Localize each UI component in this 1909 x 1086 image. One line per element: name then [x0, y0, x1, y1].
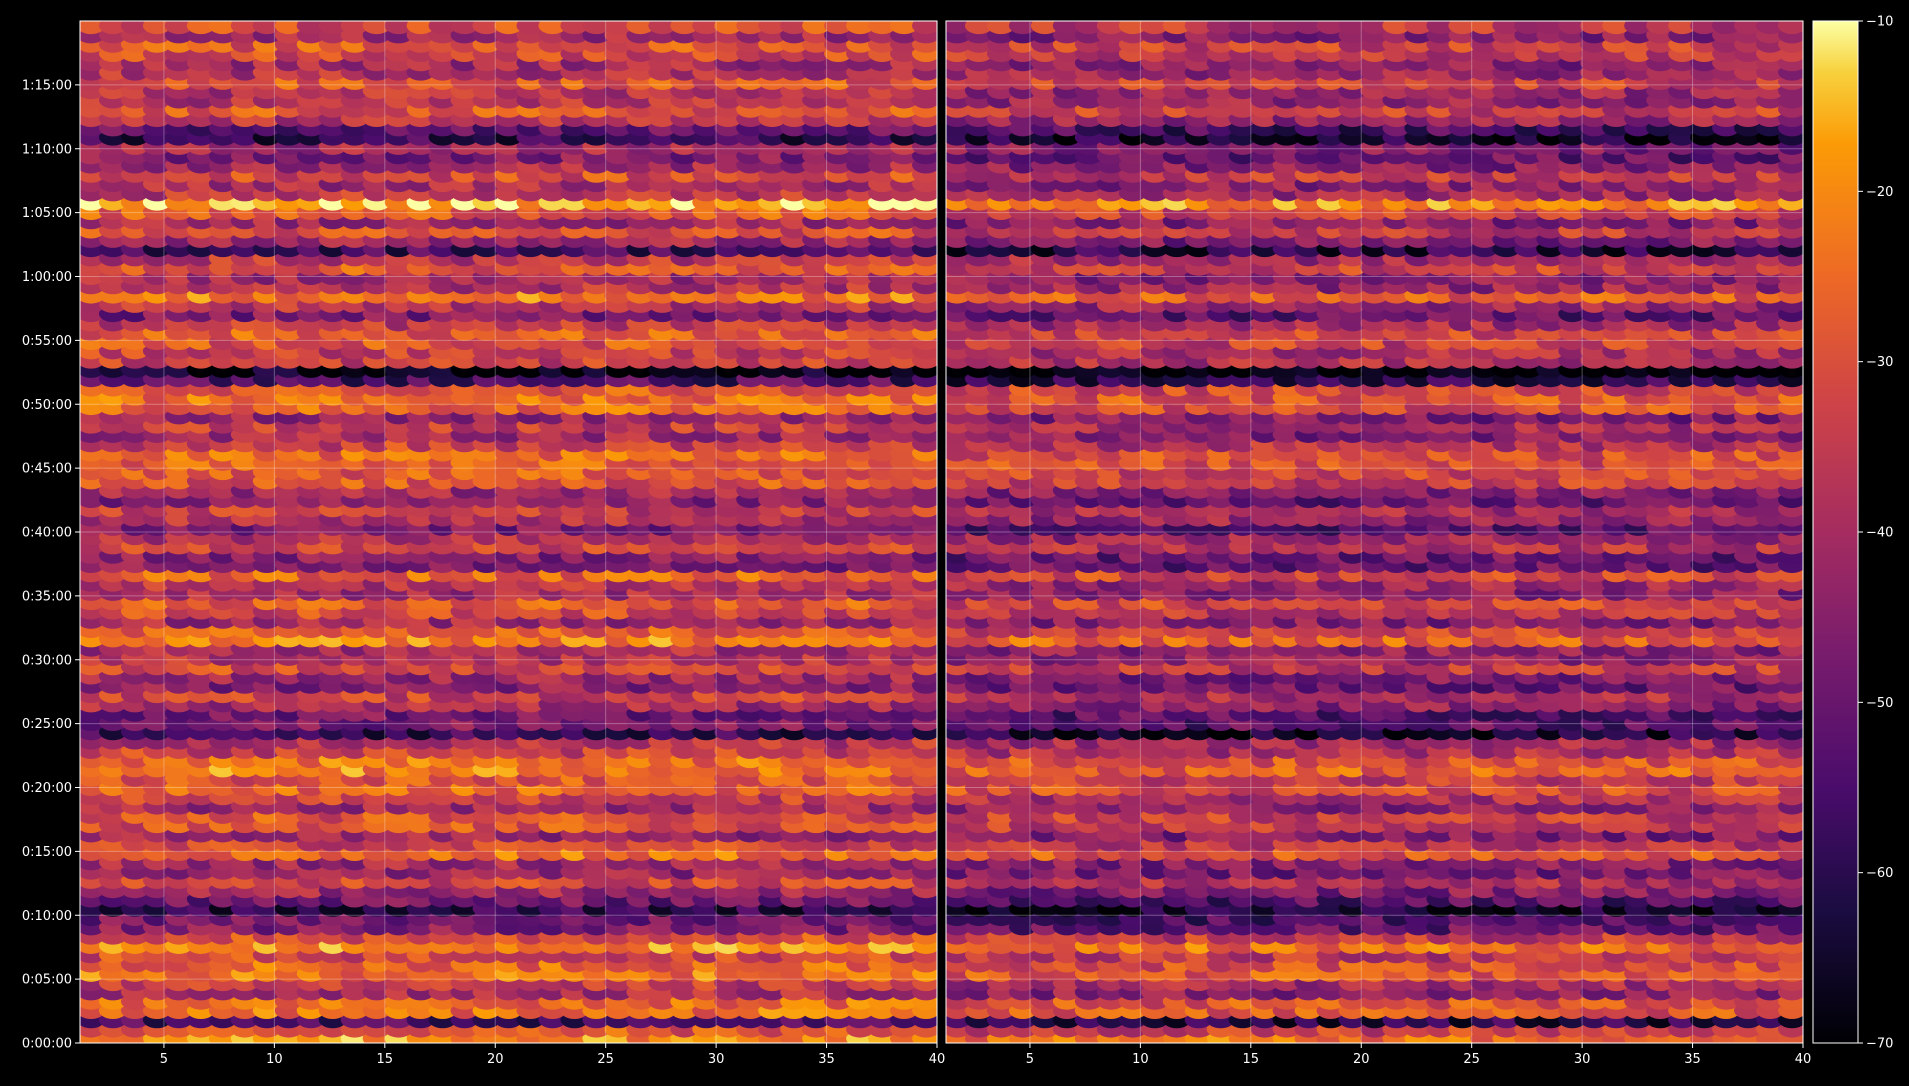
y-tick-label: 0:10:00 [22, 909, 72, 924]
x-tick-label: 40 [929, 1052, 946, 1067]
x-tick-label: 15 [377, 1052, 394, 1067]
y-tick-label: 1:10:00 [22, 142, 72, 157]
y-tick-label: 1:15:00 [22, 78, 72, 93]
left-heatmap-panel: 5 10 15 20 25 30 35 40 0:00:00 0:05:00 0:10:00 0:15… [22, 17, 945, 1067]
y-tick-label: 0:15:00 [22, 845, 72, 860]
x-tick-label: 20 [487, 1052, 504, 1067]
y-tick-label: 0:30:00 [22, 653, 72, 668]
heatmap-cell [912, 17, 940, 34]
y-tick-label: 0:45:00 [22, 462, 72, 477]
x-tick-label: 10 [266, 1052, 283, 1067]
x-tick-label: 30 [708, 1052, 725, 1067]
x-tick-label: 25 [597, 1052, 614, 1067]
y-tick-label: 0:00:00 [22, 1037, 72, 1052]
y-tick-label: 1:00:00 [22, 270, 72, 285]
x-tick-label: 35 [818, 1052, 835, 1067]
y-tick-label: 0:25:00 [22, 717, 72, 732]
y-tick-label: 0:20:00 [22, 781, 72, 796]
y-tick-label: 0:40:00 [22, 526, 72, 541]
y-tick-label: 1:05:00 [22, 206, 72, 221]
y-tick-label: 0:05:00 [22, 973, 72, 988]
y-tick-label: 0:55:00 [22, 334, 72, 349]
y-tick-label: 0:35:00 [22, 589, 72, 604]
x-tick-label: 5 [160, 1052, 168, 1067]
y-tick-label: 0:50:00 [22, 398, 72, 413]
